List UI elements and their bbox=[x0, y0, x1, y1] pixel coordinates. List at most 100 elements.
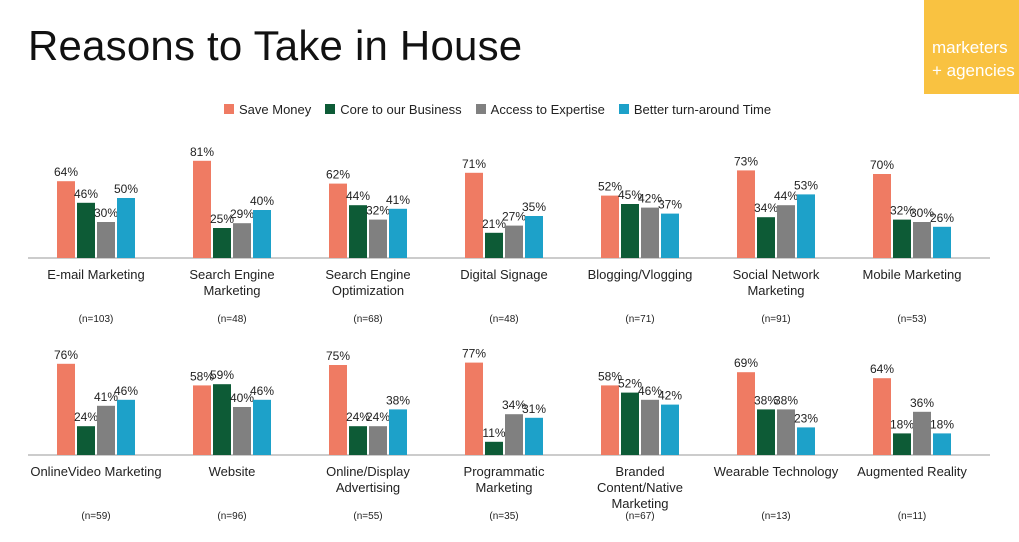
data-label: 50% bbox=[114, 182, 138, 196]
data-label: 24% bbox=[366, 410, 390, 424]
sample-size-label: (n=48) bbox=[217, 314, 246, 325]
data-label: 34% bbox=[754, 201, 778, 215]
category-label: Branded bbox=[615, 464, 664, 479]
data-label: 40% bbox=[230, 391, 254, 405]
data-label: 23% bbox=[794, 411, 818, 425]
data-label: 36% bbox=[910, 396, 934, 410]
category-label: Content/Native bbox=[597, 480, 683, 495]
bar bbox=[757, 217, 775, 258]
legend-label: Core to our Business bbox=[340, 101, 462, 117]
data-label: 73% bbox=[734, 154, 758, 168]
data-label: 38% bbox=[774, 393, 798, 407]
sample-size-label: (n=59) bbox=[81, 511, 110, 522]
bar bbox=[389, 208, 407, 258]
legend-item-access-expertise: Access to Expertise bbox=[475, 100, 605, 118]
sample-size-label: (n=96) bbox=[217, 511, 246, 522]
data-label: 46% bbox=[114, 384, 138, 398]
bar bbox=[117, 198, 135, 258]
category-label: Mobile Marketing bbox=[863, 267, 962, 282]
legend-label: Better turn-around Time bbox=[633, 101, 772, 117]
page-title: Reasons to Take in House bbox=[28, 22, 523, 69]
data-label: 29% bbox=[230, 207, 254, 221]
chart-legend: Save Money Core to our Business Access t… bbox=[224, 100, 771, 118]
bar bbox=[873, 174, 891, 258]
data-label: 44% bbox=[346, 189, 370, 203]
data-label: 41% bbox=[94, 390, 118, 404]
data-label: 59% bbox=[210, 368, 234, 382]
data-label: 35% bbox=[522, 200, 546, 214]
data-label: 81% bbox=[190, 145, 214, 159]
data-label: 31% bbox=[522, 402, 546, 416]
category-label: OnlineVideo Marketing bbox=[30, 464, 161, 479]
bar bbox=[505, 414, 523, 455]
legend-label: Access to Expertise bbox=[490, 101, 605, 117]
category-label: Online/Display bbox=[326, 464, 410, 479]
data-label: 21% bbox=[482, 217, 506, 231]
sample-size-label: (n=91) bbox=[761, 314, 790, 325]
data-label: 44% bbox=[774, 189, 798, 203]
sample-size-label: (n=13) bbox=[761, 511, 790, 522]
bar bbox=[893, 433, 911, 455]
data-label: 18% bbox=[930, 417, 954, 431]
bar bbox=[601, 195, 619, 258]
sample-size-label: (n=67) bbox=[625, 511, 654, 522]
bar bbox=[97, 405, 115, 455]
legend-swatch bbox=[224, 104, 234, 114]
sample-size-label: (n=48) bbox=[489, 314, 518, 325]
bar bbox=[737, 372, 755, 455]
bar bbox=[661, 213, 679, 258]
bar bbox=[933, 226, 951, 258]
data-label: 64% bbox=[870, 362, 894, 376]
category-label: Advertising bbox=[336, 480, 400, 495]
bar bbox=[621, 392, 639, 455]
bar bbox=[349, 426, 367, 455]
sample-size-label: (n=55) bbox=[353, 511, 382, 522]
bar bbox=[329, 183, 347, 258]
data-label: 69% bbox=[734, 356, 758, 370]
data-label: 64% bbox=[54, 165, 78, 179]
bar bbox=[525, 216, 543, 258]
legend-swatch bbox=[618, 104, 629, 114]
data-label: 70% bbox=[870, 158, 894, 172]
bar bbox=[601, 385, 619, 455]
legend-item-core-business: Core to our Business bbox=[325, 100, 462, 118]
bar bbox=[329, 365, 347, 455]
badge-line-2: + agencies bbox=[932, 61, 1015, 80]
legend-swatch bbox=[325, 104, 336, 114]
data-label: 40% bbox=[250, 194, 274, 208]
bar bbox=[737, 170, 755, 258]
bar bbox=[525, 417, 543, 455]
bar bbox=[389, 409, 407, 455]
bar bbox=[893, 219, 911, 258]
data-label: 77% bbox=[462, 347, 486, 361]
bar bbox=[117, 399, 135, 455]
bar bbox=[213, 384, 231, 455]
data-label: 45% bbox=[618, 188, 642, 202]
category-label: Programmatic bbox=[464, 464, 545, 479]
data-label: 76% bbox=[54, 348, 78, 362]
data-label: 62% bbox=[326, 168, 350, 182]
bar bbox=[233, 407, 251, 455]
data-label: 38% bbox=[754, 393, 778, 407]
bar bbox=[485, 441, 503, 455]
bar bbox=[57, 363, 75, 455]
data-label: 24% bbox=[74, 410, 98, 424]
category-label: Marketing bbox=[475, 480, 532, 495]
bar bbox=[349, 205, 367, 258]
data-label: 46% bbox=[250, 384, 274, 398]
category-label: Optimization bbox=[332, 283, 404, 298]
data-label: 71% bbox=[462, 157, 486, 171]
bar bbox=[193, 385, 211, 455]
data-label: 30% bbox=[910, 206, 934, 220]
data-label: 58% bbox=[190, 369, 214, 383]
legend-item-turnaround-time: Better turn-around Time bbox=[618, 100, 772, 118]
bar bbox=[757, 409, 775, 455]
bar bbox=[369, 219, 387, 258]
data-label: 52% bbox=[618, 377, 642, 391]
bar bbox=[797, 194, 815, 258]
bar bbox=[193, 160, 211, 258]
bar bbox=[369, 426, 387, 455]
category-label: Social Network bbox=[733, 267, 820, 282]
bar bbox=[77, 426, 95, 455]
